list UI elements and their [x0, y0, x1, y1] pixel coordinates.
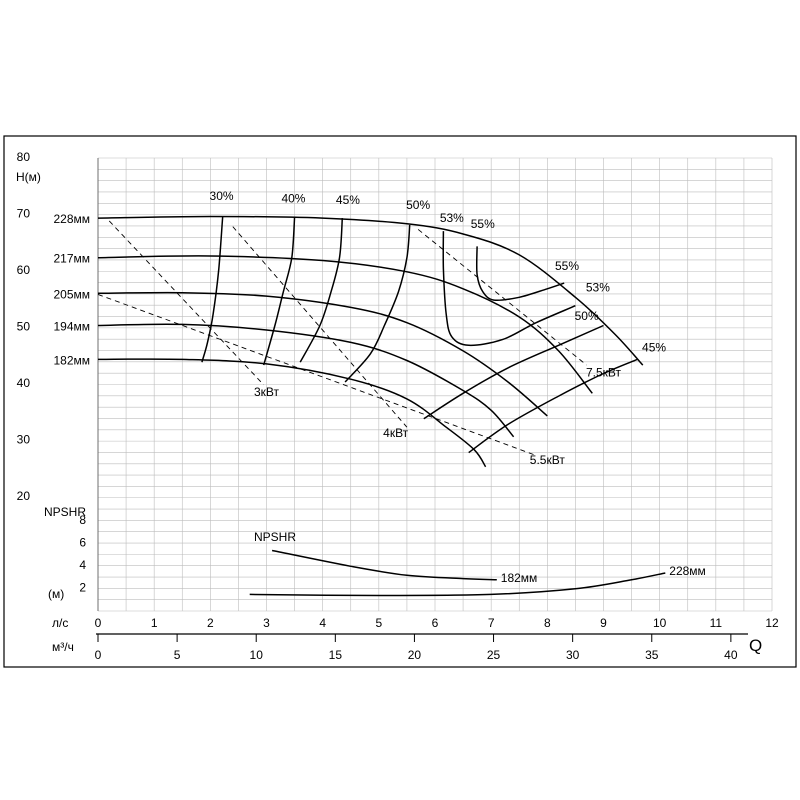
head-tick-label: 80	[17, 150, 31, 164]
m3h-tick-label: 20	[408, 648, 422, 662]
npshr-curve	[249, 572, 666, 597]
efficiency-curve	[468, 358, 638, 454]
efficiency-curve	[299, 218, 344, 363]
impeller-curve-label: 194мм	[53, 320, 90, 334]
head-tick-label: 50	[17, 320, 31, 334]
npsh-tick-label: 2	[79, 581, 86, 595]
impeller-curve-label: 217мм	[53, 252, 90, 266]
grid	[97, 157, 773, 612]
efficiency-label: 55%	[471, 217, 495, 231]
impeller-curve	[97, 215, 644, 366]
power-line	[97, 294, 537, 456]
efficiency-label: 45%	[642, 340, 666, 354]
ls-axis-label: л/с	[52, 616, 68, 630]
power-line	[417, 229, 587, 366]
efficiency-label-53: 53%	[586, 281, 610, 295]
efficiency-label-55: 55%	[555, 259, 579, 273]
impeller-curve-label: 182мм	[53, 353, 90, 367]
efficiency-curve	[344, 224, 411, 383]
m3h-tick-label: 25	[487, 648, 501, 662]
head-tick-label: 30	[17, 433, 31, 447]
npsh-tick-label: 4	[79, 558, 86, 572]
ls-tick-label: 11	[710, 616, 723, 630]
npshr-caption: NPSHR	[254, 530, 296, 544]
m3h-tick-label: 0	[95, 648, 102, 662]
ls-tick-label: 4	[319, 616, 326, 630]
chart-marks	[97, 215, 666, 597]
m3h-tick-label: 5	[174, 648, 181, 662]
efficiency-label: 53%	[440, 211, 464, 225]
efficiency-curve	[262, 216, 296, 366]
power-line-label: 7.5кВт	[586, 365, 622, 379]
efficiency-label: 30%	[210, 189, 234, 203]
power-line	[108, 220, 265, 386]
npshr-curve-label: 228мм	[669, 564, 706, 578]
npshr-curve	[271, 549, 497, 581]
ls-tick-label: 10	[653, 616, 667, 630]
head-tick-label: 70	[17, 207, 31, 221]
efficiency-label: 50%	[575, 309, 599, 323]
m3h-tick-label: 10	[250, 648, 264, 662]
efficiency-curve	[442, 231, 576, 347]
head-tick-label: 40	[17, 376, 31, 390]
ls-tick-label: 7	[488, 616, 495, 630]
head-axis-label: H(м)	[16, 170, 41, 184]
impeller-curve	[97, 291, 548, 417]
m3h-tick-label: 30	[566, 648, 580, 662]
impeller-curve	[97, 255, 593, 394]
impeller-curve-label: 228мм	[53, 212, 90, 226]
head-tick-label: 20	[17, 489, 31, 503]
power-line-label: 4кВт	[383, 426, 409, 440]
ls-tick-label: 8	[544, 616, 551, 630]
efficiency-label: 50%	[406, 198, 430, 212]
npsh-unit-label: (м)	[48, 587, 64, 601]
impeller-curve	[97, 323, 515, 438]
npshr-curve-label: 182мм	[501, 571, 538, 585]
ls-tick-label: 12	[765, 616, 779, 630]
ls-tick-label: 3	[263, 616, 270, 630]
head-tick-label: 60	[17, 263, 31, 277]
ls-tick-label: 1	[151, 616, 158, 630]
impeller-curve-label: 205мм	[53, 287, 90, 301]
efficiency-curve	[201, 216, 224, 363]
m3h-axis-label: м³/ч	[52, 640, 74, 654]
npsh-axis-label: NPSHR	[44, 505, 86, 519]
efficiency-label: 45%	[336, 193, 360, 207]
q-axis-label: Q	[749, 636, 762, 655]
ls-tick-label: 9	[600, 616, 607, 630]
m3h-tick-label: 15	[329, 648, 343, 662]
chart-frame	[3, 135, 797, 668]
power-line-label: 3кВт	[254, 385, 280, 399]
impeller-curve	[97, 358, 487, 468]
efficiency-label: 40%	[281, 191, 305, 205]
efficiency-curve	[423, 324, 604, 420]
ls-tick-label: 5	[375, 616, 382, 630]
ls-tick-label: 2	[207, 616, 214, 630]
power-line-label: 5.5кВт	[530, 453, 566, 467]
efficiency-curve	[475, 246, 565, 302]
ls-tick-label: 0	[95, 616, 102, 630]
ls-tick-label: 6	[432, 616, 439, 630]
npsh-tick-label: 8	[79, 513, 86, 527]
m3h-tick-label: 35	[645, 648, 659, 662]
npsh-tick-label: 6	[79, 536, 86, 550]
m3h-tick-label: 40	[724, 648, 738, 662]
